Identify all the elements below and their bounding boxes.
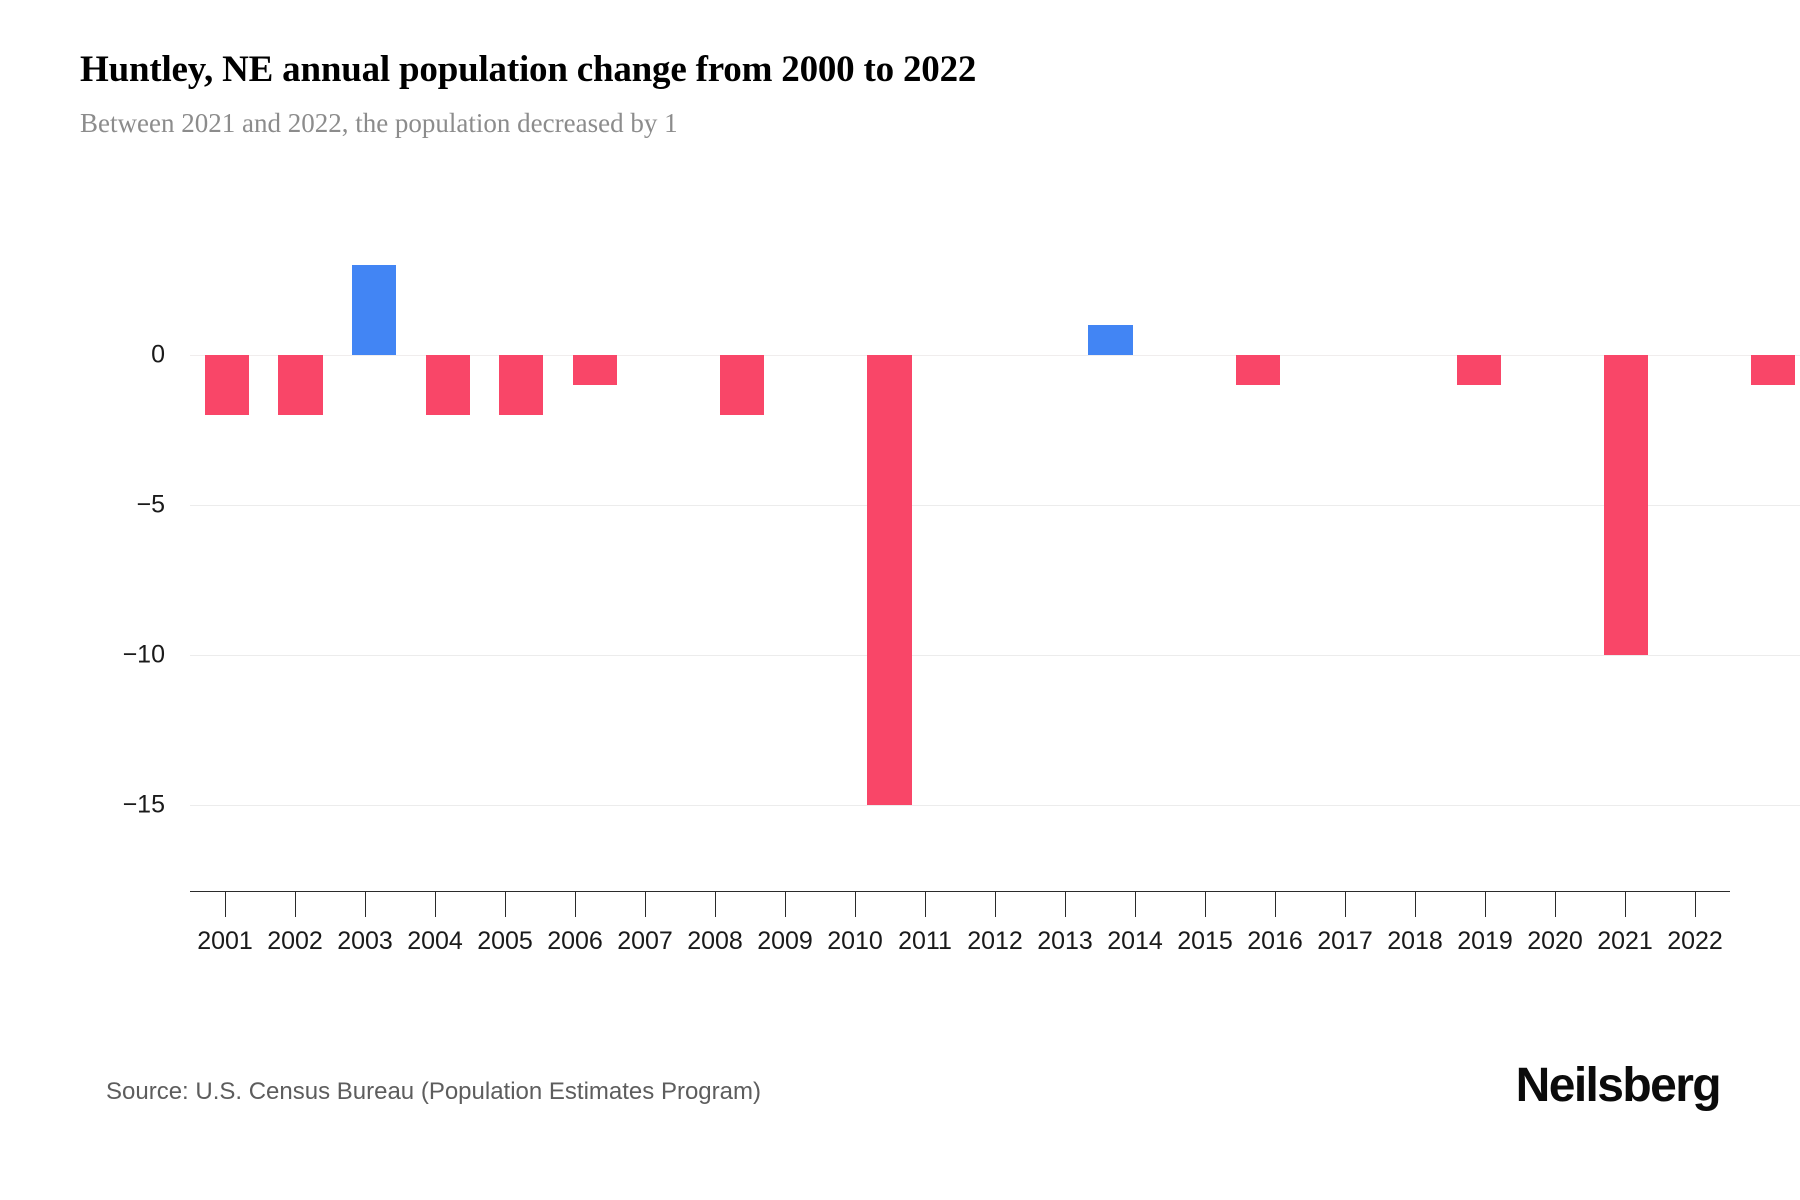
source-note: Source: U.S. Census Bureau (Population E… [106,1078,761,1105]
x-tick-label-2007: 2007 [617,927,673,955]
x-tick-label-2004: 2004 [407,927,463,955]
x-tick-2001 [225,891,226,917]
x-tick-label-2002: 2002 [267,927,323,955]
x-tick-2016 [1275,891,1276,917]
x-tick-2017 [1345,891,1346,917]
x-tick-label-2013: 2013 [1037,927,1093,955]
bar-2013[interactable] [1088,325,1133,355]
x-tick-label-2017: 2017 [1317,927,1373,955]
gridline--10 [190,655,1800,656]
x-tick-label-2016: 2016 [1247,927,1303,955]
page-title: Huntley, NE annual population change fro… [80,49,977,90]
chart-plot-area: 0 −5 −10 −15 [80,250,1800,900]
x-axis-labels: 2001 2002 2003 2004 2005 2006 2007 2008 2009 2010… [190,927,1730,967]
bar-2006[interactable] [572,355,618,385]
bar-2020[interactable] [1603,355,1648,655]
x-tick-label-2019: 2019 [1457,927,1513,955]
x-tick-2022 [1695,891,1696,917]
bar-2002[interactable] [278,355,323,415]
bar-2001[interactable] [204,355,249,415]
x-tick-label-2008: 2008 [687,927,743,955]
x-tick-label-2021: 2021 [1597,927,1653,955]
bar-2005[interactable] [499,355,544,415]
chart-subtitle: Between 2021 and 2022, the population de… [80,108,678,139]
x-tick-2021 [1625,891,1626,917]
gridline-0 [190,355,1800,356]
x-tick-2004 [435,891,436,917]
x-tick-label-2001: 2001 [197,927,253,955]
x-tick-label-2006: 2006 [547,927,603,955]
x-tick-2008 [715,891,716,917]
x-tick-2012 [995,891,996,917]
x-tick-2020 [1555,891,1556,917]
bar-2018[interactable] [1456,355,1501,385]
x-tick-label-2018: 2018 [1387,927,1443,955]
x-tick-2013 [1065,891,1066,917]
bar-2008[interactable] [720,355,765,415]
chart-header: Huntley, NE annual population change fro… [80,48,1720,140]
x-tick-2015 [1205,891,1206,917]
y-tick-label: −5 [136,490,165,519]
x-tick-2003 [365,891,366,917]
x-tick-label-2010: 2010 [827,927,883,955]
y-axis-labels: 0 −5 −10 −15 [80,250,165,819]
y-tick-label: 0 [151,340,165,369]
x-tick-2007 [645,891,646,917]
y-tick-label: −15 [122,790,165,819]
x-tick-2002 [295,891,296,917]
y-tick-label: −10 [122,640,165,669]
x-tick-2014 [1135,891,1136,917]
bar-2022[interactable] [1751,355,1796,385]
bar-2004[interactable] [425,355,470,415]
x-tick-2005 [505,891,506,917]
x-axis-ticks [190,891,1730,917]
x-tick-2009 [785,891,786,917]
x-tick-label-2005: 2005 [477,927,533,955]
x-tick-2019 [1485,891,1486,917]
chart-canvas [190,250,1800,806]
x-tick-label-2012: 2012 [967,927,1023,955]
gridline--5 [190,505,1800,506]
bar-2015[interactable] [1235,355,1280,385]
gridline--15 [190,805,1800,806]
bar-2003[interactable] [352,265,397,355]
x-tick-label-2020: 2020 [1527,927,1583,955]
x-tick-2006 [575,891,576,917]
x-tick-2011 [925,891,926,917]
bar-2010[interactable] [867,355,912,805]
x-tick-label-2014: 2014 [1107,927,1163,955]
x-tick-2018 [1415,891,1416,917]
x-tick-label-2009: 2009 [757,927,813,955]
x-tick-label-2015: 2015 [1177,927,1233,955]
brand-logo: Neilsberg [1515,1059,1722,1112]
x-tick-label-2003: 2003 [337,927,393,955]
x-tick-2010 [855,891,856,917]
x-tick-label-2011: 2011 [898,927,952,955]
bar-series [190,250,1800,805]
x-axis-line [190,891,1730,892]
x-tick-label-2022: 2022 [1667,927,1723,955]
